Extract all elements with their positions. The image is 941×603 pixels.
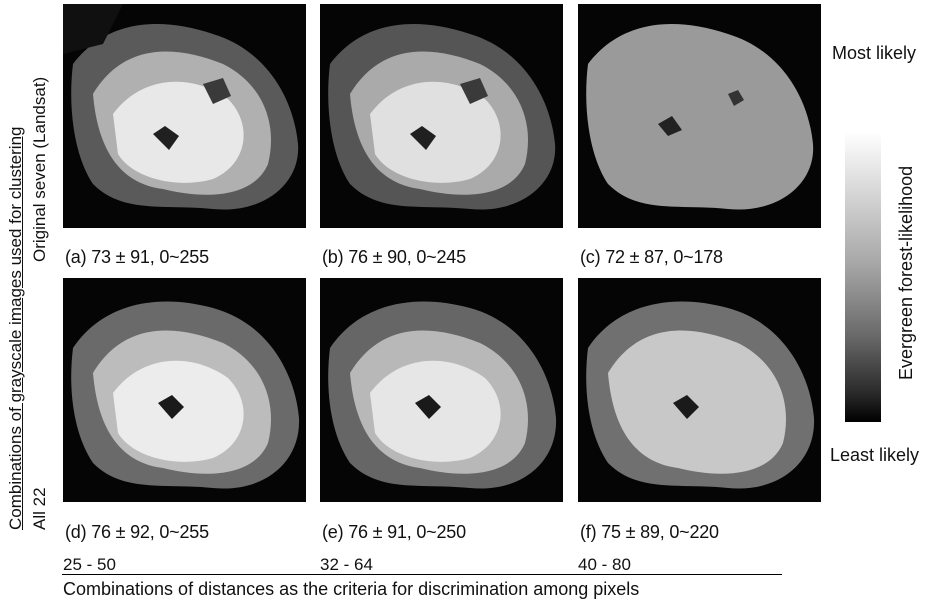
column-axis-label: Combinations of distances as the criteri… xyxy=(63,579,640,599)
panel-b-caption: (b) 76 ± 90, 0~245 xyxy=(322,247,466,267)
column-label-2: 32 - 64 xyxy=(320,555,373,574)
panel-b-image xyxy=(320,4,563,228)
row-axis-label: Combinations of grayscale images used fo… xyxy=(6,126,25,530)
panel-d-caption: (d) 76 ± 92, 0~255 xyxy=(65,522,209,542)
row-label-1: Original seven (Landsat) xyxy=(30,76,49,262)
panel-d-image xyxy=(63,278,306,502)
legend-title: Evergreen forest-likelihood xyxy=(896,165,916,380)
column-axis-line xyxy=(62,574,782,575)
column-label-3: 40 - 80 xyxy=(578,555,631,574)
row-label-2: All 22 xyxy=(30,487,49,530)
legend-top-label: Most likely xyxy=(832,43,917,63)
panel-f-image xyxy=(578,278,821,502)
panel-e-caption: (e) 76 ± 91, 0~250 xyxy=(322,522,466,542)
legend-bottom-label: Least likely xyxy=(830,445,920,465)
panel-a-image xyxy=(63,4,306,228)
panel-a-caption: (a) 73 ± 91, 0~255 xyxy=(65,247,209,267)
panel-f-caption: (f) 75 ± 89, 0~220 xyxy=(580,522,719,542)
panel-c-image xyxy=(578,4,821,228)
panel-e-image xyxy=(320,278,563,502)
column-label-1: 25 - 50 xyxy=(63,555,116,574)
legend-colorbar xyxy=(845,132,881,422)
panel-c-caption: (c) 72 ± 87, 0~178 xyxy=(580,247,723,267)
